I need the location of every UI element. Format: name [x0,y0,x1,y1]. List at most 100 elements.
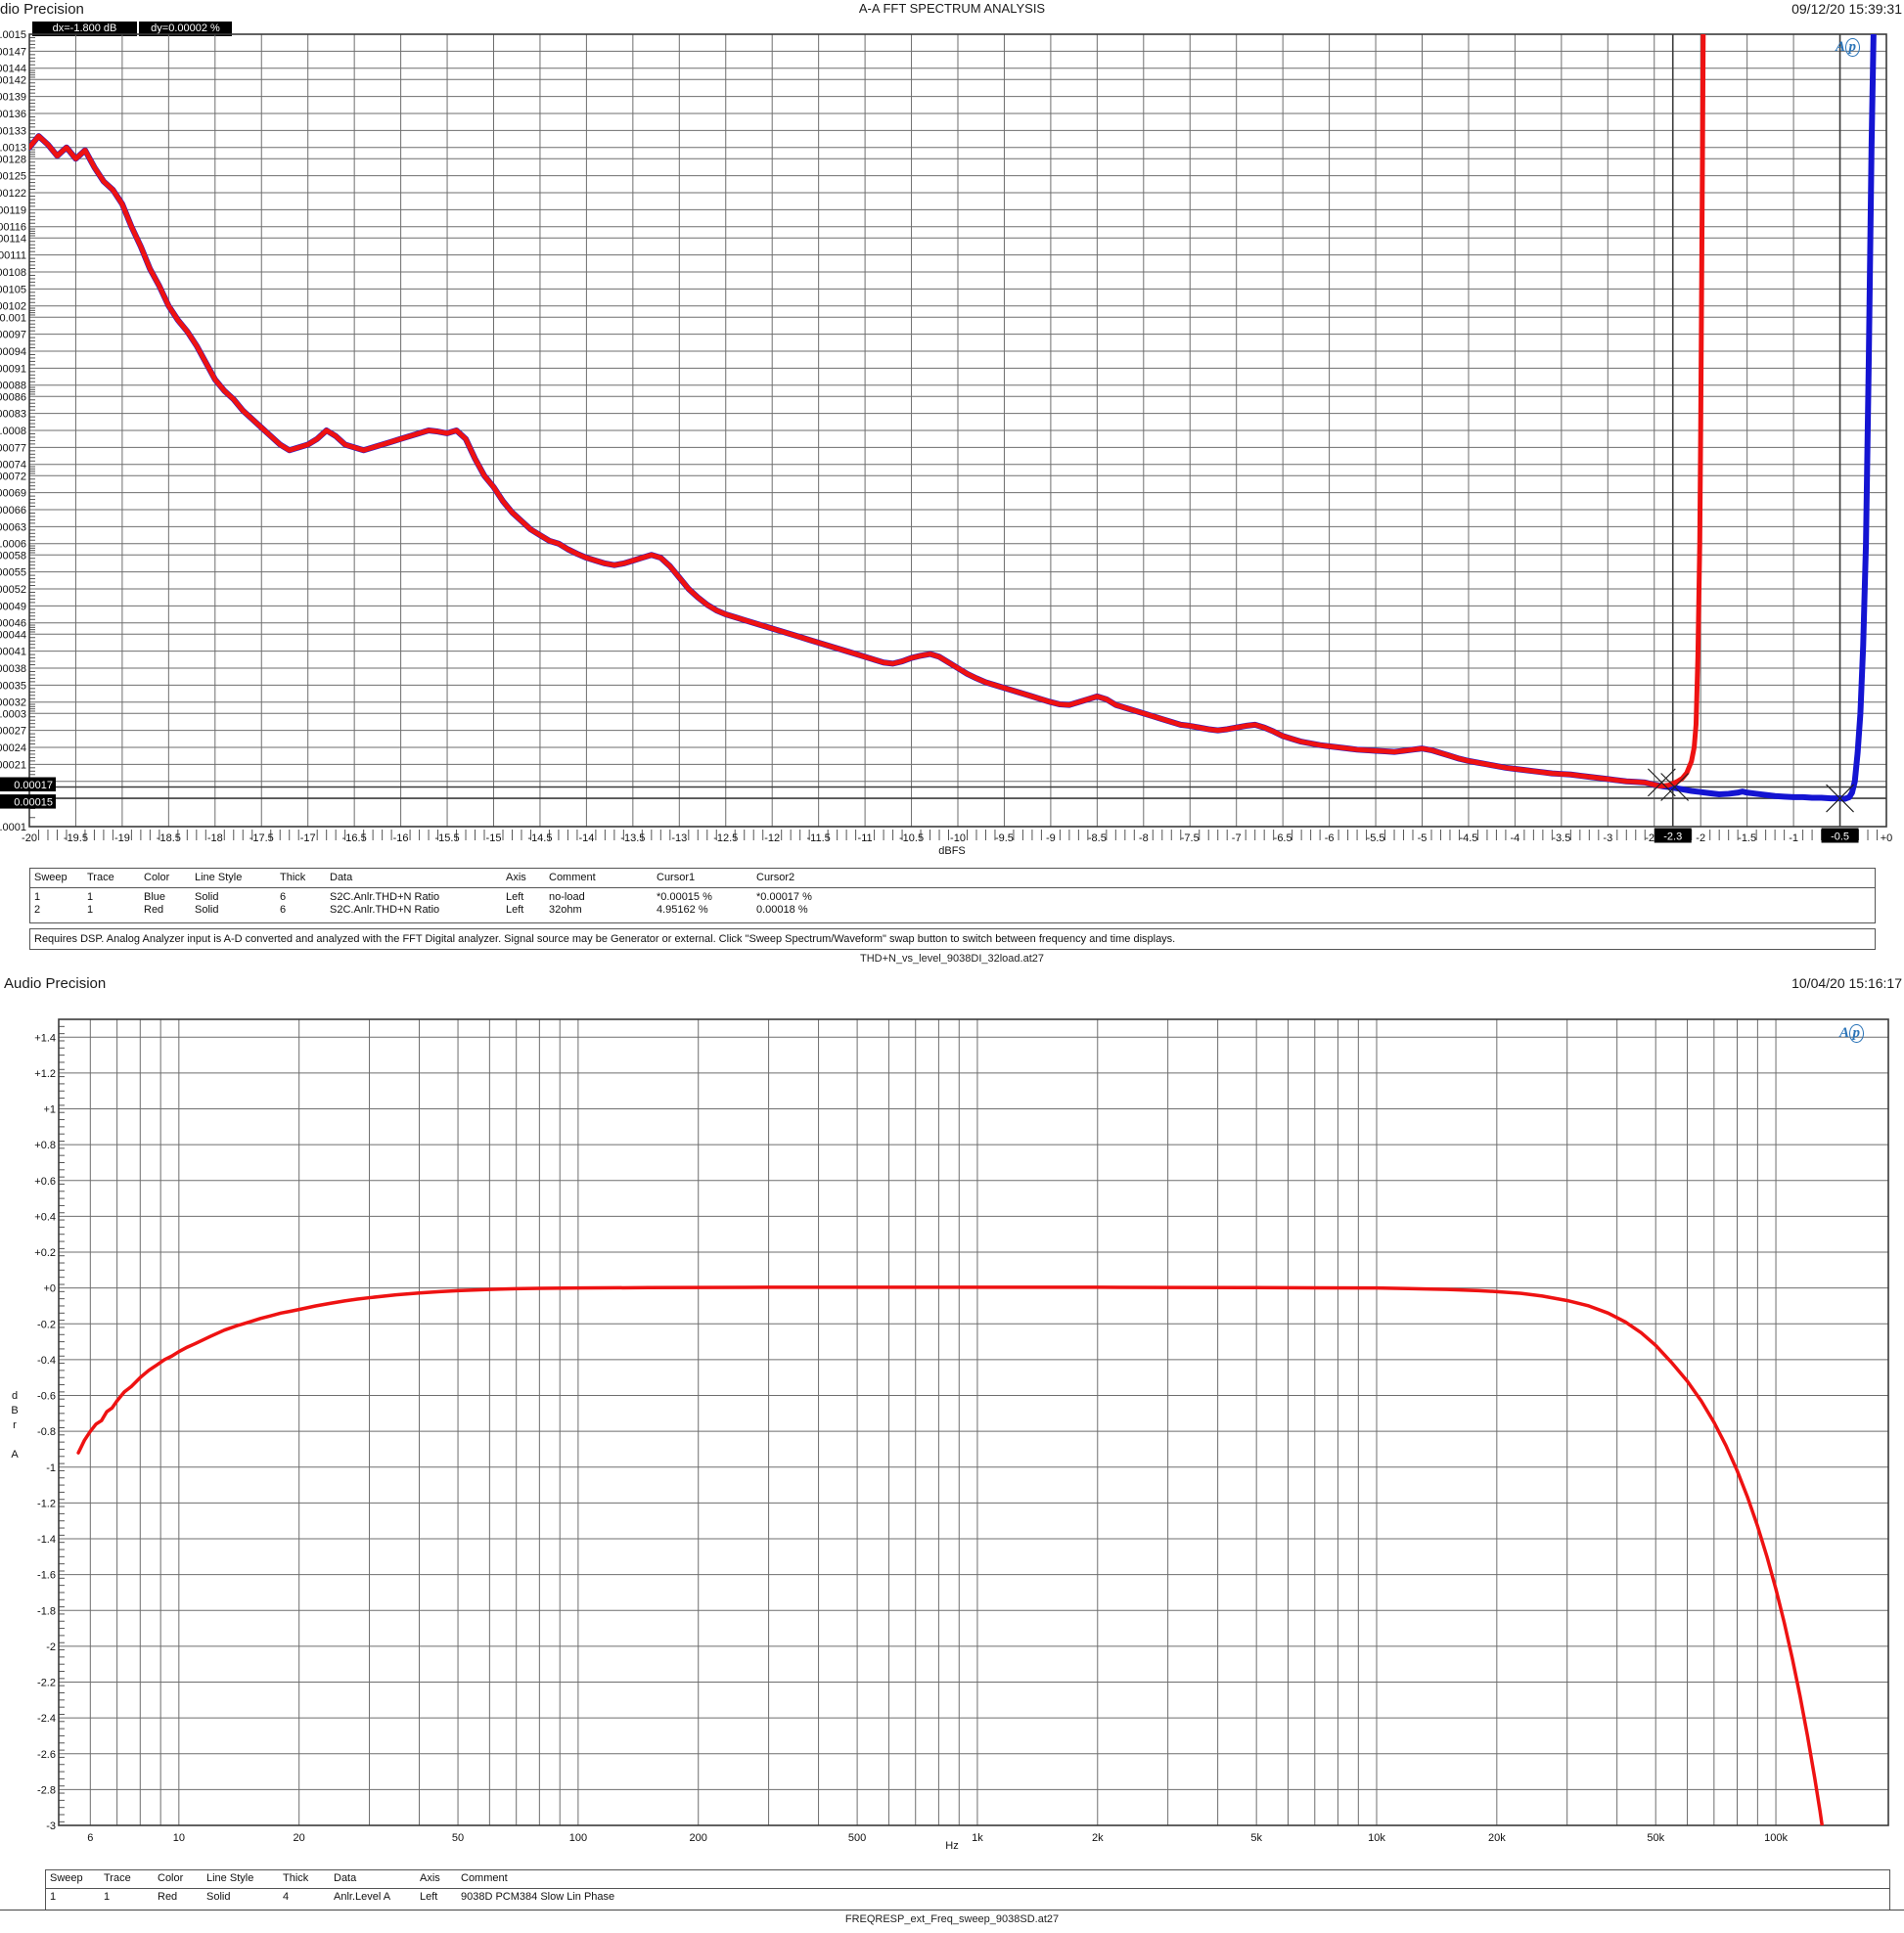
y-tick-label: 0.00114 [0,233,26,245]
y-tick-label: +1.4 [34,1032,56,1044]
y-tick-label: +0 [43,1283,56,1295]
legend-table-bottom: Sweep Trace Color Line Style Thick Data Axis Co… [45,1869,1890,1911]
y-tick-label: 0.00136 [0,109,26,120]
x-axis-title-bottom: Hz [945,1840,959,1852]
x-tick-label: -17.5 [249,832,274,844]
table-cell: 6 [280,891,287,903]
x-tick-label: -18.5 [157,832,181,844]
y-tick-label: 0.001 [0,312,26,324]
cursor-x-label: -2.3 [1663,832,1682,843]
table-cell: 1 [104,1891,111,1903]
y-tick-label: +0.4 [34,1211,56,1223]
table-cell: Anlr.Level A [334,1891,391,1903]
x-tick-label: -10.5 [899,832,924,844]
y-tick-label: 0.00119 [0,204,26,216]
y-tick-label: -2.8 [37,1784,56,1796]
trace [29,34,1706,788]
table-header-cell: Axis [420,1872,440,1884]
x-tick-label: 20 [294,1832,305,1844]
table-header-cell: Comment [461,1872,508,1884]
x-tick-label: -7 [1232,832,1242,844]
table-cell: 4.95162 % [657,904,708,916]
x-tick-label: -1 [1789,832,1798,844]
y-tick-label: 0.0006 [0,539,26,551]
y-tick-label: 0.00125 [0,171,26,183]
y-tick-label: -1.2 [37,1498,56,1509]
table-cell: Blue [144,891,166,903]
y-tick-label: 0.00086 [0,391,26,403]
x-tick-label: -11 [858,832,873,844]
cursor-y-box [0,794,56,809]
x-tick-label: -5.5 [1367,832,1385,844]
cursor-y-label: 0.00015 [14,797,53,809]
y-tick-label: -2.2 [37,1678,56,1689]
cursor-x-marker [1826,784,1854,813]
timestamp-bottom: 10/04/20 15:16:17 [1791,975,1902,991]
plot-frame [58,1018,1889,1826]
y-tick-label: 0.00097 [0,330,26,341]
y-tick-label: 0.00074 [0,460,26,472]
x-tick-label: -3.5 [1552,832,1570,844]
y-tick-label: 0.00102 [0,301,26,313]
y-tick-label: 0.00038 [0,663,26,675]
timestamp-top: 09/12/20 15:39:31 [1791,1,1902,17]
y-tick-label: 0.00147 [0,46,26,58]
table-cell: Left [420,1891,438,1903]
y-tick-label: 0.00055 [0,567,26,579]
x-tick-label: -19.5 [64,832,88,844]
x-tick-label: -5 [1418,832,1428,844]
table-header-cell: Sweep [34,872,68,883]
cursor-x-marker [1647,768,1676,797]
x-tick-label: -14 [578,832,594,844]
x-tick-label: 100 [569,1832,587,1844]
cursor-x-marker [1660,773,1690,801]
y-tick-label: 0.00072 [0,471,26,482]
table-cell: *0.00017 % [756,891,812,903]
y-tick-label: 0.00122 [0,188,26,200]
x-tick-label: 50 [452,1832,464,1844]
y-tick-label: 0.00133 [0,125,26,137]
x-tick-label: -6.5 [1274,832,1292,844]
x-tick-label: -11.5 [807,832,831,844]
y-tick-label: -1.8 [37,1605,56,1617]
cursor-y-label: 0.00017 [14,780,53,791]
y-tick-label: 0.00094 [0,346,26,358]
y-tick-label: 0.00027 [0,726,26,738]
x-tick-label: -6 [1325,832,1335,844]
x-tick-label: -2 [1696,832,1705,844]
table-cell: no-load [549,891,585,903]
y-tick-label: -0.4 [37,1355,56,1367]
table-header-cell: Data [334,1872,357,1884]
brand-text-bottom: Audio Precision [4,975,107,992]
y-tick-label: -0.6 [37,1391,56,1403]
table-cell: S2C.Anlr.THD+N Ratio [330,904,440,916]
x-tick-label: -4 [1511,832,1520,844]
table-cell: S2C.Anlr.THD+N Ratio [330,891,440,903]
table-cell: 0.00018 % [756,904,808,916]
x-tick-label: -14.5 [527,832,552,844]
x-tick-label: -15 [486,832,502,844]
y-tick-label: 0.00144 [0,64,26,75]
x-tick-label: +0 [1881,832,1893,844]
table-header-rule [30,887,1875,888]
x-tick-label: -13.5 [620,832,645,844]
x-tick-label: -9.5 [995,832,1014,844]
x-tick-label: -10 [950,832,966,844]
x-tick-label: -7.5 [1181,832,1200,844]
test-filename-top: THD+N_vs_level_9038DI_32load.at27 [859,953,1045,965]
table-header-cell: Sweep [50,1872,83,1884]
y-tick-label: 0.00091 [0,363,26,375]
x-tick-label: -8 [1139,832,1149,844]
y-tick-label: 0.00024 [0,742,26,754]
x-tick-label: 50k [1647,1832,1664,1844]
footer-divider [0,1910,1904,1911]
table-header-cell: Comment [549,872,596,883]
y-tick-label: 0.00035 [0,680,26,692]
y-tick-label: 0.00088 [0,381,26,392]
table-header-cell: Color [158,1872,184,1884]
y-tick-label: 0.00083 [0,409,26,421]
